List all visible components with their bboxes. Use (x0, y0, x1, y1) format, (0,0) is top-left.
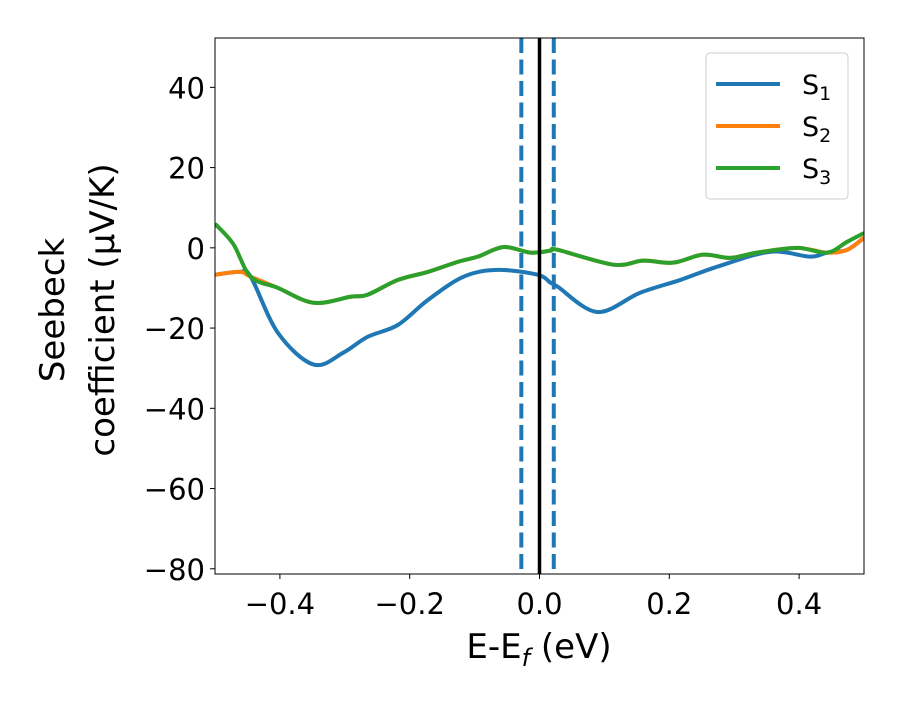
y-tick-label: 0 (187, 232, 205, 266)
y-tick-label: 20 (168, 152, 205, 186)
x-tick-label: 0.2 (646, 587, 692, 621)
y-tick-label: −60 (144, 473, 205, 507)
legend-label-s2: S2 (802, 112, 831, 147)
legend-label-s3: S3 (802, 154, 831, 189)
legend-label-s1: S1 (802, 70, 831, 105)
x-tick-label: −0.4 (245, 587, 315, 621)
series-line-s3 (215, 222, 864, 306)
y-tick-label: −40 (144, 392, 205, 426)
x-tick-label: 0.4 (776, 587, 822, 621)
y-axis-label-line1: Seebeck (33, 238, 73, 383)
y-tick-label: −20 (144, 312, 205, 346)
series-line-s1 (215, 236, 864, 368)
y-tick-label: −80 (144, 553, 205, 587)
x-tick-label: 0.0 (516, 587, 562, 621)
x-axis-label: E-Ef (eV) (466, 627, 611, 672)
y-axis-label-line2: coefficient (μV/K) (83, 163, 123, 456)
legend: S1 S2 S3 (705, 52, 849, 200)
y-tick-label: 40 (168, 71, 205, 105)
x-tick-label: −0.2 (374, 587, 444, 621)
